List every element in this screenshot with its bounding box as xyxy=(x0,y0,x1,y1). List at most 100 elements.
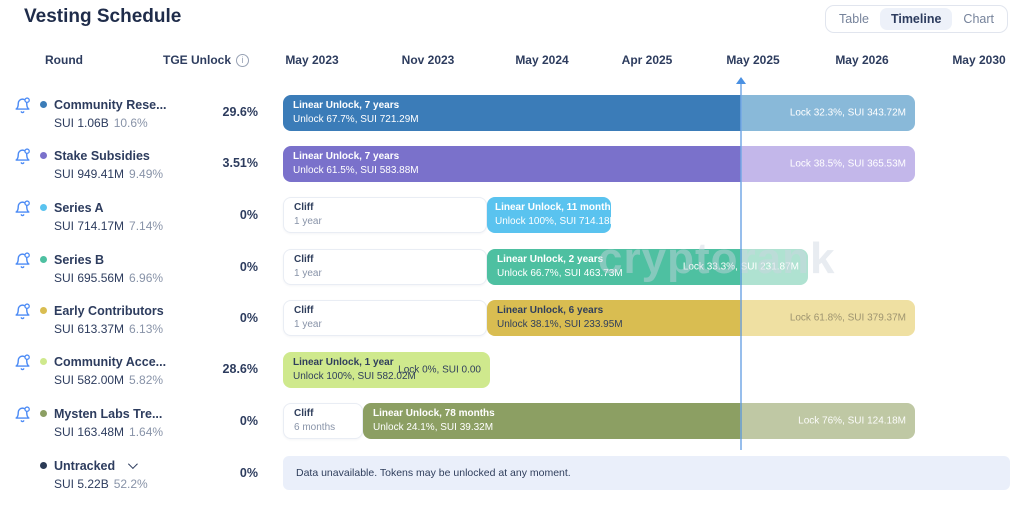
round-color-dot xyxy=(40,204,47,211)
chevron-down-icon[interactable] xyxy=(128,459,139,470)
lock-segment xyxy=(741,146,915,182)
vesting-bar-early-contributors: Linear Unlock, 6 years Unlock 38.1%, SUI… xyxy=(487,300,915,336)
lock-label: Lock 76%, SUI 124.18M xyxy=(798,415,906,427)
round-color-dot xyxy=(40,101,47,108)
round-share: 6.13% xyxy=(129,322,164,336)
cliff-box-mysten-labs: Cliff 6 months xyxy=(283,403,363,439)
column-header-round: Round xyxy=(45,53,83,67)
bell-alert-icon[interactable] xyxy=(14,406,31,423)
bell-alert-icon[interactable] xyxy=(14,354,31,371)
timeline-date-4: May 2025 xyxy=(726,53,780,67)
round-color-dot xyxy=(40,256,47,263)
unlock-label: Linear Unlock, 78 months Unlock 24.1%, S… xyxy=(373,408,495,433)
round-amount: SUI 163.48M xyxy=(54,425,125,439)
view-switcher: Table Timeline Chart xyxy=(825,5,1008,33)
round-name: Community Acce... xyxy=(54,354,167,369)
today-marker-line xyxy=(740,84,742,450)
round-row-community-reserve: Community Rese... SUI 1.06B 10.6% xyxy=(14,96,269,130)
info-icon[interactable]: i xyxy=(236,53,250,67)
bell-alert-icon[interactable] xyxy=(14,303,31,320)
today-marker-arrow-icon xyxy=(736,77,746,84)
unlock-segment xyxy=(487,249,742,285)
tab-chart[interactable]: Chart xyxy=(952,8,1005,30)
tge-value: 0% xyxy=(239,311,258,325)
cliff-box-series-a: Cliff 1 year xyxy=(283,197,487,233)
tge-value: 28.6% xyxy=(222,362,258,376)
page-title: Vesting Schedule xyxy=(24,6,182,27)
round-amount: SUI 714.17M xyxy=(54,219,125,233)
vesting-bar-stake-subsidies: Linear Unlock, 7 years Unlock 61.5%, SUI… xyxy=(283,146,915,182)
bell-alert-icon[interactable] xyxy=(14,200,31,217)
round-row-untracked: Untracked SUI 5.22B 52.2% xyxy=(14,457,269,491)
unlock-label: Linear Unlock, 11 months Unlock 100%, SU… xyxy=(495,202,618,227)
round-share: 52.2% xyxy=(113,477,148,491)
round-color-dot xyxy=(40,410,47,417)
lock-label: Lock 32.3%, SUI 343.72M xyxy=(789,107,906,119)
unlock-label: Linear Unlock, 1 year Unlock 100%, SUI 5… xyxy=(293,357,416,382)
round-row-mysten-labs-treasury: Mysten Labs Tre... SUI 163.48M 1.64% xyxy=(14,405,269,439)
round-amount: SUI 582.00M xyxy=(54,373,125,387)
lock-label: Lock 61.8%, SUI 379.37M xyxy=(789,312,906,324)
tab-timeline[interactable]: Timeline xyxy=(879,8,953,30)
round-name: Early Contributors xyxy=(54,303,164,318)
tab-table[interactable]: Table xyxy=(828,8,880,30)
lock-segment xyxy=(742,403,915,439)
vesting-bar-series-a: Linear Unlock, 11 months Unlock 100%, SU… xyxy=(487,197,618,233)
lock-segment xyxy=(742,249,808,285)
lock-label: Lock 38.5%, SUI 365.53M xyxy=(789,158,906,170)
timeline-date-2: May 2024 xyxy=(515,53,569,67)
cliff-box-series-b: Cliff 1 year xyxy=(283,249,487,285)
round-name: Community Rese... xyxy=(54,97,167,112)
vesting-bar-series-b: Linear Unlock, 2 years Unlock 66.7%, SUI… xyxy=(487,249,808,285)
tge-value: 0% xyxy=(239,208,258,222)
round-share: 6.96% xyxy=(129,271,164,285)
round-color-dot xyxy=(40,307,47,314)
round-name: Untracked xyxy=(54,458,116,473)
timeline-date-0: May 2023 xyxy=(285,53,339,67)
cliff-duration: 1 year xyxy=(294,268,322,279)
unlock-label: Linear Unlock, 2 years Unlock 66.7%, SUI… xyxy=(497,254,623,279)
round-color-dot xyxy=(40,358,47,365)
unlock-label: Linear Unlock, 7 years Unlock 67.7%, SUI… xyxy=(293,100,419,125)
round-color-dot xyxy=(40,152,47,159)
unlock-segment xyxy=(283,352,490,388)
bell-alert-icon[interactable] xyxy=(14,252,31,269)
column-header-tge-unlock: TGE Unlock i xyxy=(163,53,250,67)
timeline-date-5: May 2026 xyxy=(835,53,889,67)
round-share: 10.6% xyxy=(113,116,148,130)
cliff-title: Cliff xyxy=(294,254,314,265)
tge-value: 29.6% xyxy=(222,105,258,119)
bell-alert-icon[interactable] xyxy=(14,97,31,114)
cliff-box-early-contributors: Cliff 1 year xyxy=(283,300,487,336)
vesting-bar-community-access: Linear Unlock, 1 year Unlock 100%, SUI 5… xyxy=(283,352,490,388)
untracked-notice: Data unavailable. Tokens may be unlocked… xyxy=(283,456,1010,490)
vesting-bar-community-reserve: Linear Unlock, 7 years Unlock 67.7%, SUI… xyxy=(283,95,915,131)
unlock-segment xyxy=(487,300,742,336)
round-amount: SUI 949.41M xyxy=(54,167,125,181)
tge-value: 0% xyxy=(239,414,258,428)
round-share: 5.82% xyxy=(129,373,164,387)
round-amount: SUI 695.56M xyxy=(54,271,125,285)
tge-value: 0% xyxy=(239,260,258,274)
tge-value: 3.51% xyxy=(222,156,258,170)
cliff-duration: 1 year xyxy=(294,216,322,227)
round-name: Mysten Labs Tre... xyxy=(54,406,163,421)
cliff-duration: 6 months xyxy=(294,422,336,433)
bell-alert-icon[interactable] xyxy=(14,148,31,165)
cliff-title: Cliff xyxy=(294,305,314,316)
cliff-title: Cliff xyxy=(294,408,314,419)
round-color-dot xyxy=(40,462,47,469)
cliff-duration: 1 year xyxy=(294,319,322,330)
round-amount: SUI 1.06B xyxy=(54,116,109,130)
timeline-date-6: May 2030 xyxy=(952,53,1006,67)
round-share: 9.49% xyxy=(129,167,164,181)
round-amount: SUI 5.22B xyxy=(54,477,109,491)
round-share: 1.64% xyxy=(129,425,164,439)
round-amount: SUI 613.37M xyxy=(54,322,125,336)
unlock-segment xyxy=(363,403,742,439)
round-share: 7.14% xyxy=(129,219,164,233)
tge-value: 0% xyxy=(239,466,258,480)
lock-segment xyxy=(742,300,915,336)
timeline-date-1: Nov 2023 xyxy=(401,53,455,67)
